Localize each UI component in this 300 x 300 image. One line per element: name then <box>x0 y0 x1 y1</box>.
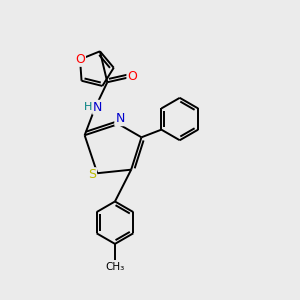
Text: O: O <box>75 53 85 66</box>
Text: H: H <box>84 102 93 112</box>
Text: N: N <box>93 101 103 114</box>
Text: N: N <box>115 112 125 125</box>
Text: S: S <box>88 168 96 181</box>
Text: O: O <box>128 70 137 83</box>
Text: CH₃: CH₃ <box>105 262 124 272</box>
